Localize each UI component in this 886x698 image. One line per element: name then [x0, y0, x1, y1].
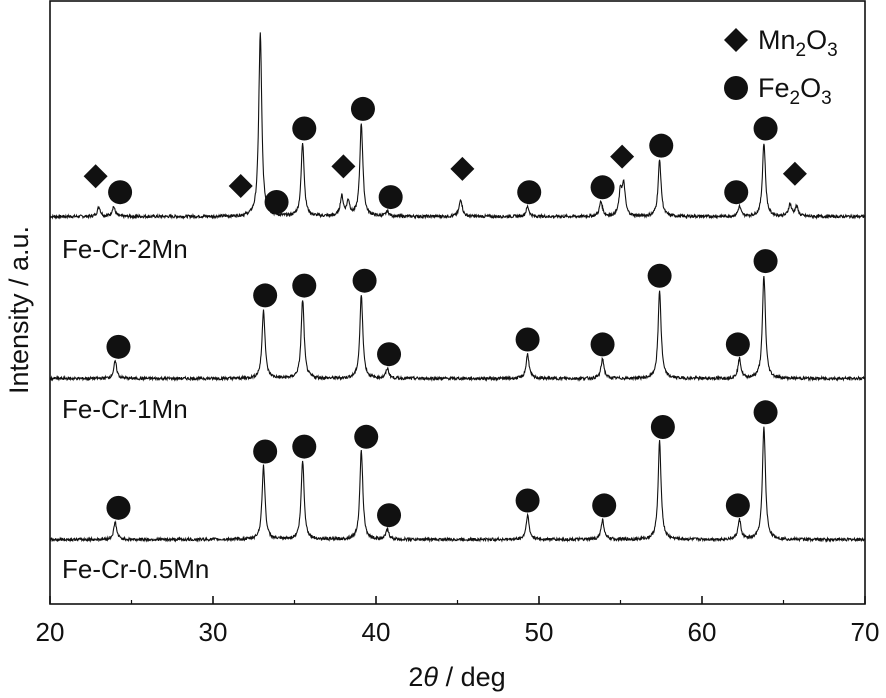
fe2o3-peak-marker: [292, 116, 317, 141]
x-tick-label: 20: [36, 617, 65, 647]
x-tick-label: 70: [851, 617, 880, 647]
mn2o3-peak-marker: [228, 174, 253, 198]
fe2o3-peak-marker: [647, 263, 672, 288]
legend-fe2o3-sub2: 3: [821, 88, 832, 109]
fe2o3-peak-marker: [517, 180, 542, 205]
legend-fe2o3-mid: O: [800, 73, 821, 103]
fe2o3-peak-marker: [292, 434, 317, 459]
fe2o3-peak-marker: [253, 439, 278, 464]
x-axis-title-post: / deg: [438, 662, 506, 692]
series-label-fe-cr-05mn: Fe-Cr-0.5Mn: [62, 554, 209, 584]
fe2o3-peak-marker: [650, 415, 675, 439]
mn2o3-peak-marker: [782, 161, 807, 186]
fe2o3-peak-marker: [106, 334, 131, 359]
plot-layer: [49, 32, 866, 543]
fe2o3-peak-marker: [725, 493, 750, 518]
xrd-line-fe-cr-1mn: [49, 276, 866, 382]
mn2o3-peak-marker: [331, 154, 356, 179]
fe2o3-peak-marker: [725, 332, 750, 357]
mn2o3-peak-marker: [83, 164, 108, 189]
fe2o3-peak-marker: [515, 488, 540, 513]
y-axis-title: Intensity / a.u.: [4, 226, 34, 394]
legend-mn2o3-sub1: 2: [796, 40, 807, 61]
legend-fe2o3-base: Fe: [758, 73, 790, 103]
fe2o3-peak-marker: [515, 327, 540, 352]
x-tick-label: 60: [688, 617, 717, 647]
fe2o3-peak-marker: [753, 400, 778, 425]
xrd-line-fe-cr-2mn: [49, 32, 866, 220]
x-axis-title-theta: θ: [423, 662, 438, 692]
xrd-line-fe-cr-0-5mn: [49, 426, 866, 543]
fe2o3-peak-marker: [753, 249, 778, 274]
legend-circle-marker: [724, 76, 748, 100]
mn2o3-peak-marker: [450, 156, 475, 181]
legend-label-mn2o3: Mn2O3: [758, 25, 838, 61]
mn2o3-peak-marker: [610, 144, 635, 169]
legend-fe2o3-sub1: 2: [790, 88, 801, 109]
series-label-fe-cr-1mn: Fe-Cr-1Mn: [62, 394, 188, 424]
fe2o3-peak-marker: [378, 185, 403, 210]
fe2o3-peak-marker: [253, 283, 278, 308]
fe2o3-peak-marker: [106, 495, 131, 520]
fe2o3-peak-marker: [350, 96, 375, 121]
fe2o3-peak-marker: [108, 180, 133, 205]
legend: Mn2O3 Fe2O3: [724, 25, 838, 109]
legend-entry-fe2o3: Fe2O3: [724, 73, 832, 109]
legend-mn2o3-sub2: 3: [827, 40, 838, 61]
legend-diamond-marker: [724, 28, 748, 52]
fe2o3-peak-marker: [649, 133, 674, 158]
x-axis: 20 30 40 50 60 70: [36, 596, 880, 647]
series-label-fe-cr-2mn: Fe-Cr-2Mn: [62, 234, 188, 264]
fe2o3-peak-marker: [592, 493, 617, 518]
x-axis-title-pre: 2: [408, 662, 423, 692]
x-tick-label: 40: [362, 617, 391, 647]
fe2o3-peak-marker: [354, 424, 379, 449]
fe2o3-peak-marker: [377, 342, 402, 367]
legend-entry-mn2o3: Mn2O3: [724, 25, 838, 61]
x-axis-title: 2θ / deg: [408, 662, 505, 692]
fe2o3-peak-marker: [352, 268, 377, 293]
fe2o3-peak-marker: [292, 273, 317, 298]
fe2o3-peak-marker: [724, 180, 749, 205]
fe2o3-peak-marker: [377, 503, 402, 528]
x-tick-label: 30: [199, 617, 228, 647]
legend-mn2o3-mid: O: [806, 25, 827, 55]
fe2o3-peak-marker: [590, 332, 615, 357]
legend-label-fe2o3: Fe2O3: [758, 73, 832, 109]
fe2o3-peak-marker: [753, 116, 778, 141]
fe2o3-peak-marker: [590, 175, 615, 200]
x-tick-label: 50: [525, 617, 554, 647]
fe2o3-peak-marker: [264, 190, 289, 214]
legend-mn2o3-base: Mn: [758, 25, 796, 55]
